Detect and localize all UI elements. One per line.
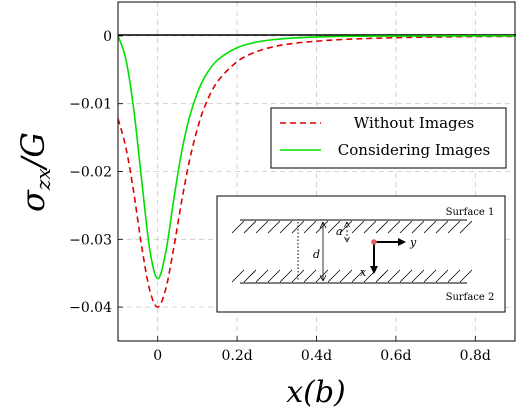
series-line-considering-images [118, 35, 515, 280]
hatch-line [327, 269, 341, 283]
d-label: d [313, 248, 320, 261]
legend-box [270, 107, 507, 169]
a-label: a [336, 225, 343, 238]
d-arrowhead-bottom [319, 274, 327, 282]
hatch-line [387, 269, 401, 283]
hatch-line [267, 220, 281, 234]
hatch-line [435, 220, 449, 234]
hatch-line [351, 269, 365, 283]
y-tick-label: −0.02 [69, 165, 112, 181]
x-tick-label: 0.8d [460, 348, 491, 364]
hatch-line [423, 220, 437, 234]
inset-schematic: Surface 1 Surface 2 d a y x [216, 195, 506, 313]
hatch-line [279, 220, 293, 234]
hatch-line [459, 269, 473, 283]
y-tick-label: −0.03 [69, 232, 112, 248]
x-arrowhead [370, 266, 378, 274]
hatch-line [387, 220, 401, 234]
hatch-line [423, 269, 437, 283]
hatch-line [375, 269, 389, 283]
tick-layer: 0 0.2d 0.4d 0.6d 0.8d 0 −0.01 −0.02 −0.03 −0.04 [69, 29, 491, 364]
legend-label-without-images: Without Images [354, 114, 474, 132]
hatch-line [339, 220, 353, 234]
x-tick-label: 0.4d [301, 348, 332, 364]
legend: Without Images Considering Images [270, 107, 507, 169]
surface-2-label: Surface 2 [446, 292, 495, 303]
hatch-line [255, 269, 269, 283]
hatch-line [351, 220, 365, 234]
y-arrowhead [398, 238, 406, 246]
hatch-line [339, 269, 353, 283]
x-tick-label: 0.6d [380, 348, 411, 364]
dislocation-point [371, 239, 377, 245]
hatch-line [399, 269, 413, 283]
y-tick-label: −0.01 [69, 97, 112, 113]
inset-x-label: x [360, 266, 367, 279]
hatch-line [447, 220, 461, 234]
hatch-line [303, 269, 317, 283]
d-arrowhead-top [319, 221, 327, 229]
hatch-line [435, 269, 449, 283]
hatch-line [327, 220, 341, 234]
inset-box [216, 195, 506, 313]
y-axis-title: σzx/G [14, 132, 55, 212]
hatch-line [363, 220, 377, 234]
surface-2-hatching [231, 269, 473, 283]
hatch-line [303, 220, 317, 234]
series-layer [118, 35, 515, 308]
hatch-line [315, 269, 329, 283]
hatch-line [315, 220, 329, 234]
surface-1-label: Surface 1 [446, 207, 495, 218]
hatch-line [411, 269, 425, 283]
hatch-line [255, 220, 269, 234]
a-arrowheads [344, 221, 350, 243]
hatch-line [231, 269, 245, 283]
hatch-line [243, 269, 257, 283]
hatch-line [267, 269, 281, 283]
x-tick-label: 0 [153, 348, 162, 364]
series-line-without-images [118, 35, 515, 308]
y-tick-label: 0 [103, 29, 112, 45]
legend-label-considering-images: Considering Images [338, 141, 490, 159]
hatch-line [459, 220, 473, 234]
hatch-line [375, 220, 389, 234]
hatch-line [243, 220, 257, 234]
surface-1-hatching [231, 220, 473, 234]
y-tick-label: −0.04 [69, 300, 112, 316]
hatch-line [279, 269, 293, 283]
x-tick-label: 0.2d [221, 348, 252, 364]
inset-y-label: y [409, 236, 417, 249]
hatch-line [231, 220, 245, 234]
x-axis-title: x(b) [286, 375, 346, 410]
hatch-line [447, 269, 461, 283]
hatch-line [411, 220, 425, 234]
hatch-line [399, 220, 413, 234]
